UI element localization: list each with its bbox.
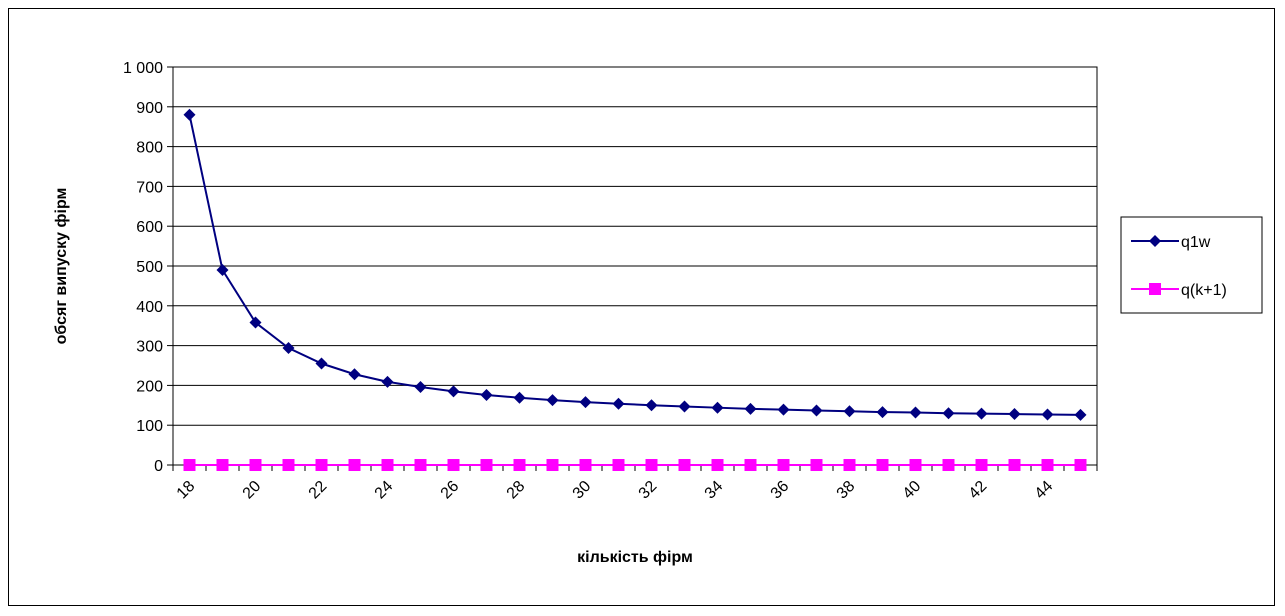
x-tick-label: 42	[966, 478, 991, 503]
data-point	[810, 404, 823, 417]
data-point	[414, 380, 427, 393]
chart-frame	[8, 8, 1275, 606]
data-point	[480, 388, 493, 401]
data-point	[1008, 408, 1021, 421]
data-point	[546, 394, 559, 407]
data-point	[381, 375, 394, 388]
x-tick-label: 40	[900, 478, 925, 503]
data-point	[876, 459, 889, 471]
legend-item-q1w: q1w	[1131, 234, 1211, 251]
data-point	[579, 459, 592, 471]
y-tick-label: 900	[136, 100, 163, 117]
data-point	[1041, 408, 1054, 421]
data-point	[348, 459, 361, 471]
y-tick-label: 1 000	[123, 60, 163, 77]
data-point	[744, 459, 757, 471]
data-point	[909, 406, 922, 419]
legend-label: q(k+1)	[1181, 282, 1227, 299]
data-point	[711, 401, 724, 414]
data-point	[678, 459, 691, 471]
y-tick-label: 500	[136, 259, 163, 276]
data-point	[843, 405, 856, 418]
data-point	[249, 459, 262, 471]
x-tick-label: 24	[372, 478, 397, 503]
data-point	[381, 459, 394, 471]
data-point	[480, 459, 493, 471]
data-point	[975, 459, 988, 471]
x-tick-label: 22	[306, 478, 331, 503]
data-point	[1074, 408, 1087, 421]
y-tick-label: 200	[136, 378, 163, 395]
data-point	[876, 406, 889, 419]
legend-marker	[1149, 283, 1161, 295]
data-point	[678, 400, 691, 413]
data-point	[315, 357, 328, 370]
data-point	[513, 459, 526, 471]
y-tick-label: 400	[136, 299, 163, 316]
data-point	[843, 459, 856, 471]
data-point	[216, 459, 229, 471]
x-tick-label: 26	[438, 478, 463, 503]
data-point	[315, 459, 328, 471]
data-point	[579, 396, 592, 409]
y-tick-label: 0	[154, 458, 163, 475]
x-axis-title: кількість фірм	[577, 549, 693, 566]
series-line	[188, 114, 1081, 416]
series-q(k+1)	[183, 459, 1087, 471]
data-point	[348, 368, 361, 381]
series-layer	[183, 108, 1087, 471]
data-point	[216, 263, 229, 276]
data-point	[612, 459, 625, 471]
data-point	[777, 403, 790, 416]
x-tick-label: 20	[240, 478, 265, 503]
data-point	[447, 385, 460, 398]
data-point	[909, 459, 922, 471]
data-point	[942, 459, 955, 471]
y-tick-label: 300	[136, 339, 163, 356]
data-point	[1074, 459, 1087, 471]
x-tick-label: 36	[768, 478, 793, 503]
data-point	[249, 316, 262, 329]
data-point	[447, 459, 460, 471]
data-point	[183, 108, 196, 121]
data-point	[282, 459, 295, 471]
x-tick-label: 32	[636, 478, 661, 503]
y-tick-label: 600	[136, 219, 163, 236]
series-q1w	[183, 108, 1087, 421]
x-tick-label: 44	[1032, 478, 1057, 503]
legend: q1w q(k+1)	[1120, 216, 1263, 314]
data-point	[975, 407, 988, 420]
data-point	[1008, 459, 1021, 471]
data-point	[282, 341, 295, 354]
data-point	[711, 459, 724, 471]
y-tick-label: 700	[136, 179, 163, 196]
data-point	[942, 407, 955, 420]
x-tick-label: 28	[504, 478, 529, 503]
data-point	[744, 402, 757, 415]
legend-marker	[1149, 235, 1161, 247]
data-point	[513, 391, 526, 404]
data-point	[645, 399, 658, 412]
y-tick-label: 100	[136, 418, 163, 435]
x-tick-label: 18	[174, 478, 199, 503]
data-point	[546, 459, 559, 471]
data-point	[1041, 459, 1054, 471]
data-point	[810, 459, 823, 471]
legend-item-q(k+1): q(k+1)	[1131, 282, 1227, 299]
data-point	[612, 397, 625, 410]
x-tick-label: 30	[570, 478, 595, 503]
x-axis: 18 20 22 24 26 28 30 32 34 36 38 40 42 44	[172, 465, 1098, 503]
x-tick-label: 38	[834, 478, 859, 503]
data-point	[183, 459, 196, 471]
legend-label: q1w	[1181, 234, 1211, 251]
y-axis-title: обсяг випуску фірм	[53, 188, 70, 345]
data-point	[414, 459, 427, 471]
data-point	[645, 459, 658, 471]
y-tick-label: 800	[136, 140, 163, 157]
legend-box	[1120, 216, 1263, 314]
y-axis: 0 100 200 300 400 500 600 700 800 900 1 000	[123, 60, 173, 475]
data-point	[777, 459, 790, 471]
x-tick-label: 34	[702, 478, 727, 503]
